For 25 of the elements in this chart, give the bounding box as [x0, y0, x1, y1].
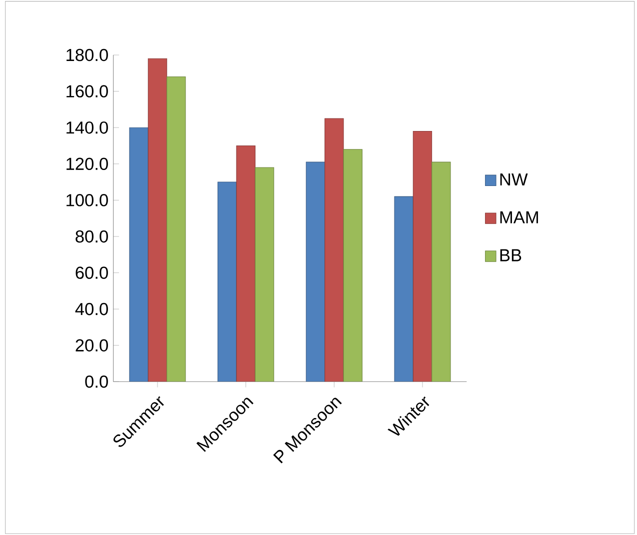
y-tick-label: 120.0	[66, 158, 108, 170]
bar	[432, 162, 451, 382]
y-tick-label: 0.0	[85, 376, 108, 388]
y-tick-label: 160.0	[66, 85, 108, 98]
bar	[254, 167, 274, 382]
bar	[412, 130, 432, 382]
bar	[343, 149, 362, 382]
bar	[306, 162, 326, 382]
legend-label: NW	[500, 173, 528, 186]
bar	[129, 127, 148, 382]
y-tick-label: 140.0	[66, 121, 108, 134]
y-tick-label: 60.0	[76, 266, 108, 279]
bar	[218, 182, 237, 382]
bar	[166, 76, 186, 382]
y-tick-label: 20.0	[76, 339, 108, 352]
bar	[394, 196, 414, 382]
bar	[324, 118, 344, 382]
legend-label: BB	[500, 249, 522, 262]
legend-label: MAM	[500, 211, 538, 224]
bar	[236, 145, 256, 382]
y-tick-label: 100.0	[66, 194, 108, 206]
y-tick-label: 180.0	[66, 48, 108, 62]
y-tick-label: 40.0	[75, 302, 108, 316]
bar	[148, 58, 168, 382]
y-tick-label: 80.0	[76, 230, 108, 243]
